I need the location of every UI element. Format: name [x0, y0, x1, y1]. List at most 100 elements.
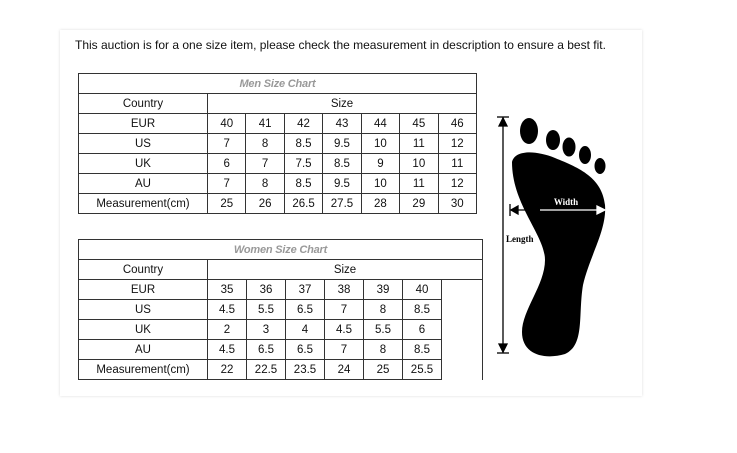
size-cell: 7: [324, 339, 364, 360]
size-cell: 23.5: [285, 359, 325, 380]
men-size-chart: Men Size Chart Country Size EUR 40 41 42 43 44…: [78, 73, 478, 214]
size-cell: 25: [363, 359, 403, 380]
size-cell: 8.5: [283, 133, 324, 154]
size-cell: 7: [206, 173, 247, 194]
row-label: Measurement(cm): [78, 359, 208, 380]
row-label: UK: [78, 153, 208, 174]
table-row: UK 2 3 4 4.5 5.5 6: [78, 319, 483, 340]
size-cell: 27.5: [322, 193, 362, 214]
size-cell: 29: [399, 193, 439, 214]
size-cell: 8: [245, 173, 285, 194]
foot-measurement-icon: Width Length: [497, 116, 607, 357]
country-header: Country: [78, 259, 208, 280]
size-cell: 8.5: [322, 153, 362, 174]
row-label: US: [78, 299, 208, 320]
size-cell: 43: [322, 113, 362, 134]
size-cell: 36: [246, 279, 286, 300]
size-cell: 41: [245, 113, 285, 134]
size-cell: 45: [399, 113, 439, 134]
size-cell: 3: [246, 319, 286, 340]
size-cell: 42: [283, 113, 324, 134]
size-cell: 10: [399, 153, 439, 174]
row-label: EUR: [78, 279, 208, 300]
table-row: Measurement(cm) 25 26 26.5 27.5 28 29 30: [78, 193, 478, 214]
size-cell: 40: [206, 113, 247, 134]
table-row: Measurement(cm) 22 22.5 23.5 24 25 25.5: [78, 359, 483, 380]
size-cell: 11: [399, 133, 439, 154]
men-chart-title: Men Size Chart: [78, 73, 477, 94]
size-cell: 2: [207, 319, 247, 340]
table-row: UK 6 7 7.5 8.5 9 10 11: [78, 153, 478, 174]
size-cell: 5.5: [363, 319, 403, 340]
row-label: AU: [78, 339, 208, 360]
row-label: UK: [78, 319, 208, 340]
row-label: US: [78, 133, 208, 154]
size-cell: 7: [324, 299, 364, 320]
size-cell: 26: [245, 193, 285, 214]
table-row: US 4.5 5.5 6.5 7 8 8.5: [78, 299, 483, 320]
size-cell: 38: [324, 279, 364, 300]
table-row: AU 7 8 8.5 9.5 10 11 12: [78, 173, 478, 194]
size-cell: 10: [360, 173, 401, 194]
table-row: EUR 35 36 37 38 39 40: [78, 279, 483, 300]
size-cell: 28: [360, 193, 401, 214]
size-cell: 8.5: [402, 299, 442, 320]
table-row: EUR 40 41 42 43 44 45 46: [78, 113, 478, 134]
fit-notice: This auction is for a one size item, ple…: [75, 38, 606, 52]
size-cell: 6.5: [285, 299, 325, 320]
size-cell: 8: [363, 299, 403, 320]
size-cell: 12: [437, 173, 478, 194]
size-cell: 7: [245, 153, 285, 174]
size-cell: 8: [363, 339, 403, 360]
size-cell: 6: [402, 319, 442, 340]
empty-cell: [441, 279, 483, 300]
size-cell: 8.5: [402, 339, 442, 360]
size-cell: 4.5: [207, 299, 247, 320]
table-row: US 7 8 8.5 9.5 10 11 12: [78, 133, 478, 154]
size-cell: 5.5: [246, 299, 286, 320]
size-cell: 9: [360, 153, 401, 174]
size-cell: 4.5: [207, 339, 247, 360]
size-cell: 25: [206, 193, 247, 214]
size-cell: 25.5: [402, 359, 442, 380]
size-cell: 8: [245, 133, 285, 154]
size-cell: 39: [363, 279, 403, 300]
size-cell: 10: [360, 133, 401, 154]
size-cell: 9.5: [322, 173, 362, 194]
empty-cell: [441, 359, 483, 380]
size-cell: 40: [402, 279, 442, 300]
size-cell: 9.5: [322, 133, 362, 154]
size-cell: 44: [360, 113, 401, 134]
size-cell: 7.5: [283, 153, 324, 174]
empty-cell: [441, 339, 483, 360]
size-cell: 7: [206, 133, 247, 154]
size-cell: 46: [437, 113, 478, 134]
women-chart-title: Women Size Chart: [78, 239, 483, 260]
size-cell: 35: [207, 279, 247, 300]
size-header: Size: [207, 259, 483, 280]
size-cell: 11: [437, 153, 478, 174]
width-label: Width: [554, 197, 578, 207]
size-cell: 6: [206, 153, 247, 174]
size-cell: 30: [437, 193, 478, 214]
length-label: Length: [506, 234, 534, 244]
size-cell: 6.5: [246, 339, 286, 360]
row-label: AU: [78, 173, 208, 194]
size-header: Size: [207, 93, 477, 114]
row-label: Measurement(cm): [78, 193, 208, 214]
size-cell: 8.5: [283, 173, 324, 194]
country-header: Country: [78, 93, 208, 114]
size-cell: 6.5: [285, 339, 325, 360]
size-cell: 37: [285, 279, 325, 300]
row-label: EUR: [78, 113, 208, 134]
size-cell: 24: [324, 359, 364, 380]
size-cell: 4: [285, 319, 325, 340]
size-cell: 26.5: [283, 193, 324, 214]
table-row: AU 4.5 6.5 6.5 7 8 8.5: [78, 339, 483, 360]
size-cell: 12: [437, 133, 478, 154]
size-cell: 4.5: [324, 319, 364, 340]
women-size-chart: Women Size Chart Country Size EUR 35 36 37 38…: [78, 239, 483, 380]
size-cell: 22.5: [246, 359, 286, 380]
size-cell: 11: [399, 173, 439, 194]
empty-cell: [441, 319, 483, 340]
